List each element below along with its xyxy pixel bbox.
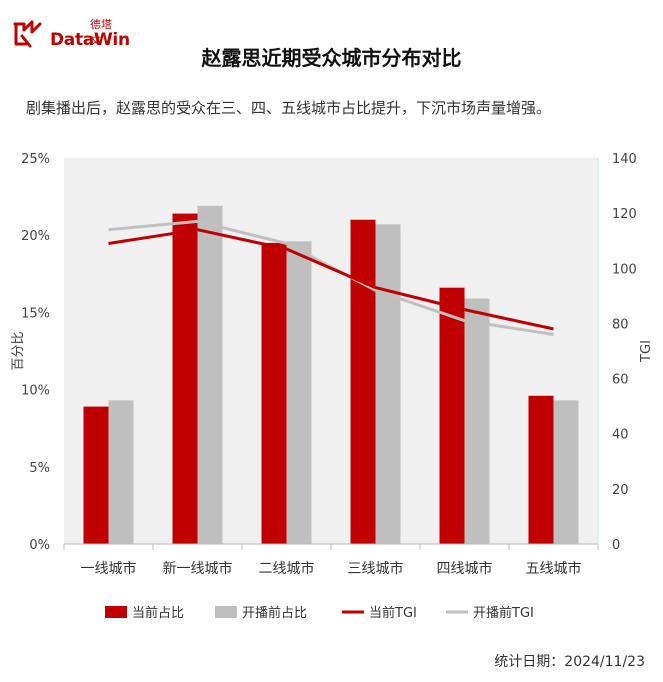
y-axis-title: 百分比 (11, 331, 26, 370)
y-tick-label: 15% (21, 306, 50, 321)
bar-current (439, 287, 465, 544)
x-tick-label: 新一线城市 (163, 560, 233, 577)
bar-current (83, 406, 109, 544)
legend-swatch-bar (215, 606, 237, 618)
x-tick-label: 五线城市 (526, 560, 582, 577)
bar-current (528, 395, 554, 544)
x-tick-label: 三线城市 (348, 560, 404, 577)
y-tick-label: 10% (21, 384, 50, 399)
legend-label: 当前占比 (132, 605, 184, 621)
bar-before (108, 400, 134, 544)
legend-label: 当前TGI (369, 605, 417, 621)
stat-date: 统计日期：2024/11/23 (494, 654, 645, 670)
bar-current (172, 213, 198, 545)
line-current-tgi (108, 228, 554, 331)
bar-before (375, 224, 401, 544)
y2-tick-label: 60 (612, 373, 629, 388)
y2-axis-title: TGI (639, 340, 654, 363)
bar-current (350, 219, 376, 544)
y2-tick-label: 40 (612, 428, 629, 443)
city-distribution-chart: 0% 5% 10% 15% 20% 25% 0 20 40 60 80 100 120 140 百分比 TGI… (11, 152, 654, 621)
bar-before (553, 400, 579, 544)
legend-label: 开播前占比 (242, 605, 307, 621)
y2-tick-label: 80 (612, 317, 629, 332)
chart-title: 赵露思近期受众城市分布对比 (201, 46, 462, 70)
legend-swatch-bar (105, 606, 127, 618)
bar-before (286, 241, 312, 544)
y2-tick-label: 120 (612, 207, 637, 222)
y2-tick-label: 0 (612, 538, 620, 553)
bar-current (261, 242, 287, 545)
y-tick-label: 25% (21, 152, 50, 167)
chart-subtitle: 剧集播出后，赵露思的受众在三、四、五线城市占比提升，下沉市场声量增强。 (26, 99, 552, 117)
x-tick-label: 二线城市 (259, 560, 315, 577)
y2-tick-label: 20 (612, 483, 629, 498)
brand-en-name: DataWin (50, 30, 130, 50)
y2-tick-label: 140 (612, 152, 637, 167)
datawin-logo-icon (13, 20, 42, 48)
y-tick-label: 20% (21, 229, 50, 244)
y2-tick-label: 100 (612, 262, 637, 277)
bar-before (464, 298, 490, 544)
x-tick-label: 一线城市 (81, 560, 137, 577)
legend-label: 开播前TGI (473, 605, 534, 621)
x-tick-label: 四线城市 (437, 560, 493, 577)
brand-cn-name: 德塔文 (90, 18, 112, 47)
y-tick-label: 5% (29, 461, 50, 476)
bar-before (197, 205, 223, 544)
brand-logo: 德塔文 DataWin (12, 14, 130, 50)
plot-background (64, 158, 598, 544)
y-tick-label: 0% (29, 538, 50, 553)
